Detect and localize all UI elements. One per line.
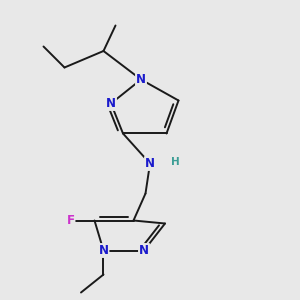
Text: H: H [171, 157, 180, 167]
Text: N: N [98, 244, 109, 257]
Text: N: N [139, 244, 149, 257]
Text: N: N [136, 73, 146, 86]
Text: N: N [145, 157, 155, 170]
Text: N: N [106, 97, 116, 110]
Text: F: F [67, 214, 74, 227]
